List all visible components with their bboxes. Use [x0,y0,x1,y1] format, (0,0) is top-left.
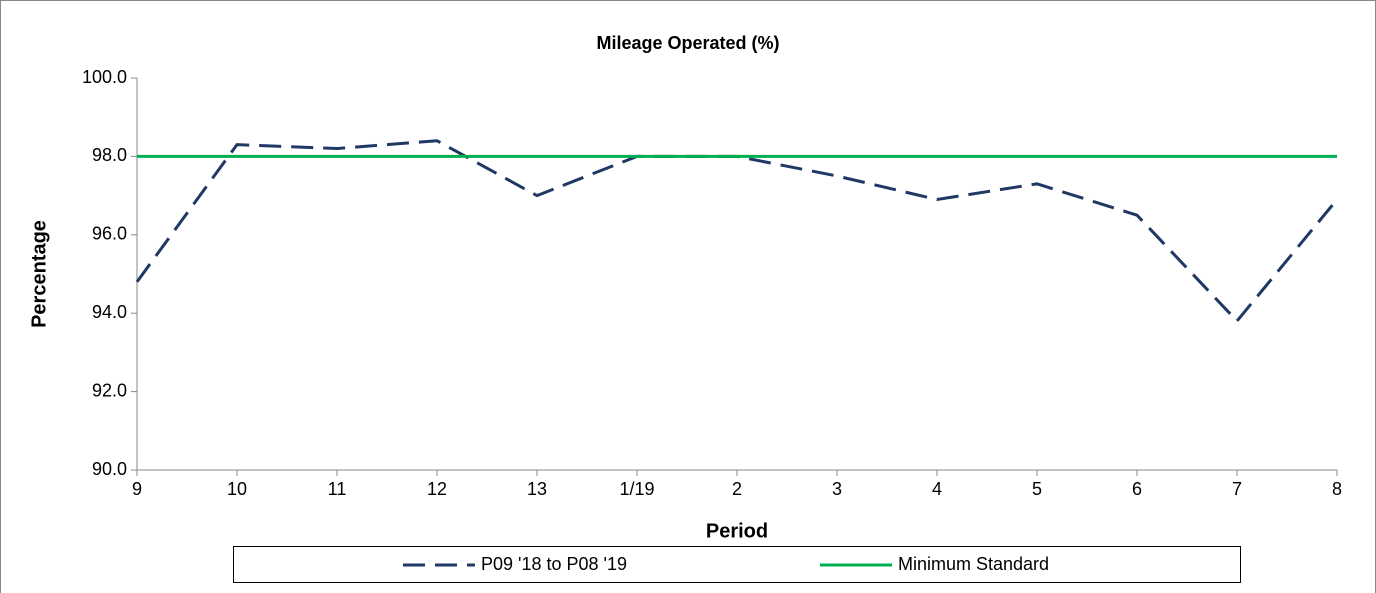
x-tick-label: 5 [1032,479,1042,499]
x-tick-label: 1/19 [619,479,654,499]
legend-box [233,546,1241,583]
y-tick-label: 98.0 [92,145,127,165]
legend-label: Minimum Standard [898,554,1049,574]
y-tick-label: 94.0 [92,302,127,322]
x-tick-label: 2 [732,479,742,499]
data-line [135,139,1339,324]
y-axis-label: Percentage [28,220,50,328]
y-tick-label: 90.0 [92,459,127,479]
chart-title: Mileage Operated (%) [596,33,779,53]
y-tick-label: 96.0 [92,224,127,244]
x-axis-label: Period [706,520,768,542]
y-tick-label: 100.0 [82,67,127,87]
x-tick-label: 7 [1232,479,1242,499]
x-tick-label: 8 [1332,479,1342,499]
x-tick-label: 12 [427,479,447,499]
x-tick-label: 6 [1132,479,1142,499]
y-tick-label: 92.0 [92,380,127,400]
x-tick-label: 4 [932,479,942,499]
x-tick-label: 3 [832,479,842,499]
x-tick-label: 9 [132,479,142,499]
x-tick-label: 10 [227,479,247,499]
legend-label: P09 '18 to P08 '19 [481,554,627,574]
x-tick-label: 11 [328,479,347,499]
x-tick-label: 13 [527,479,547,499]
